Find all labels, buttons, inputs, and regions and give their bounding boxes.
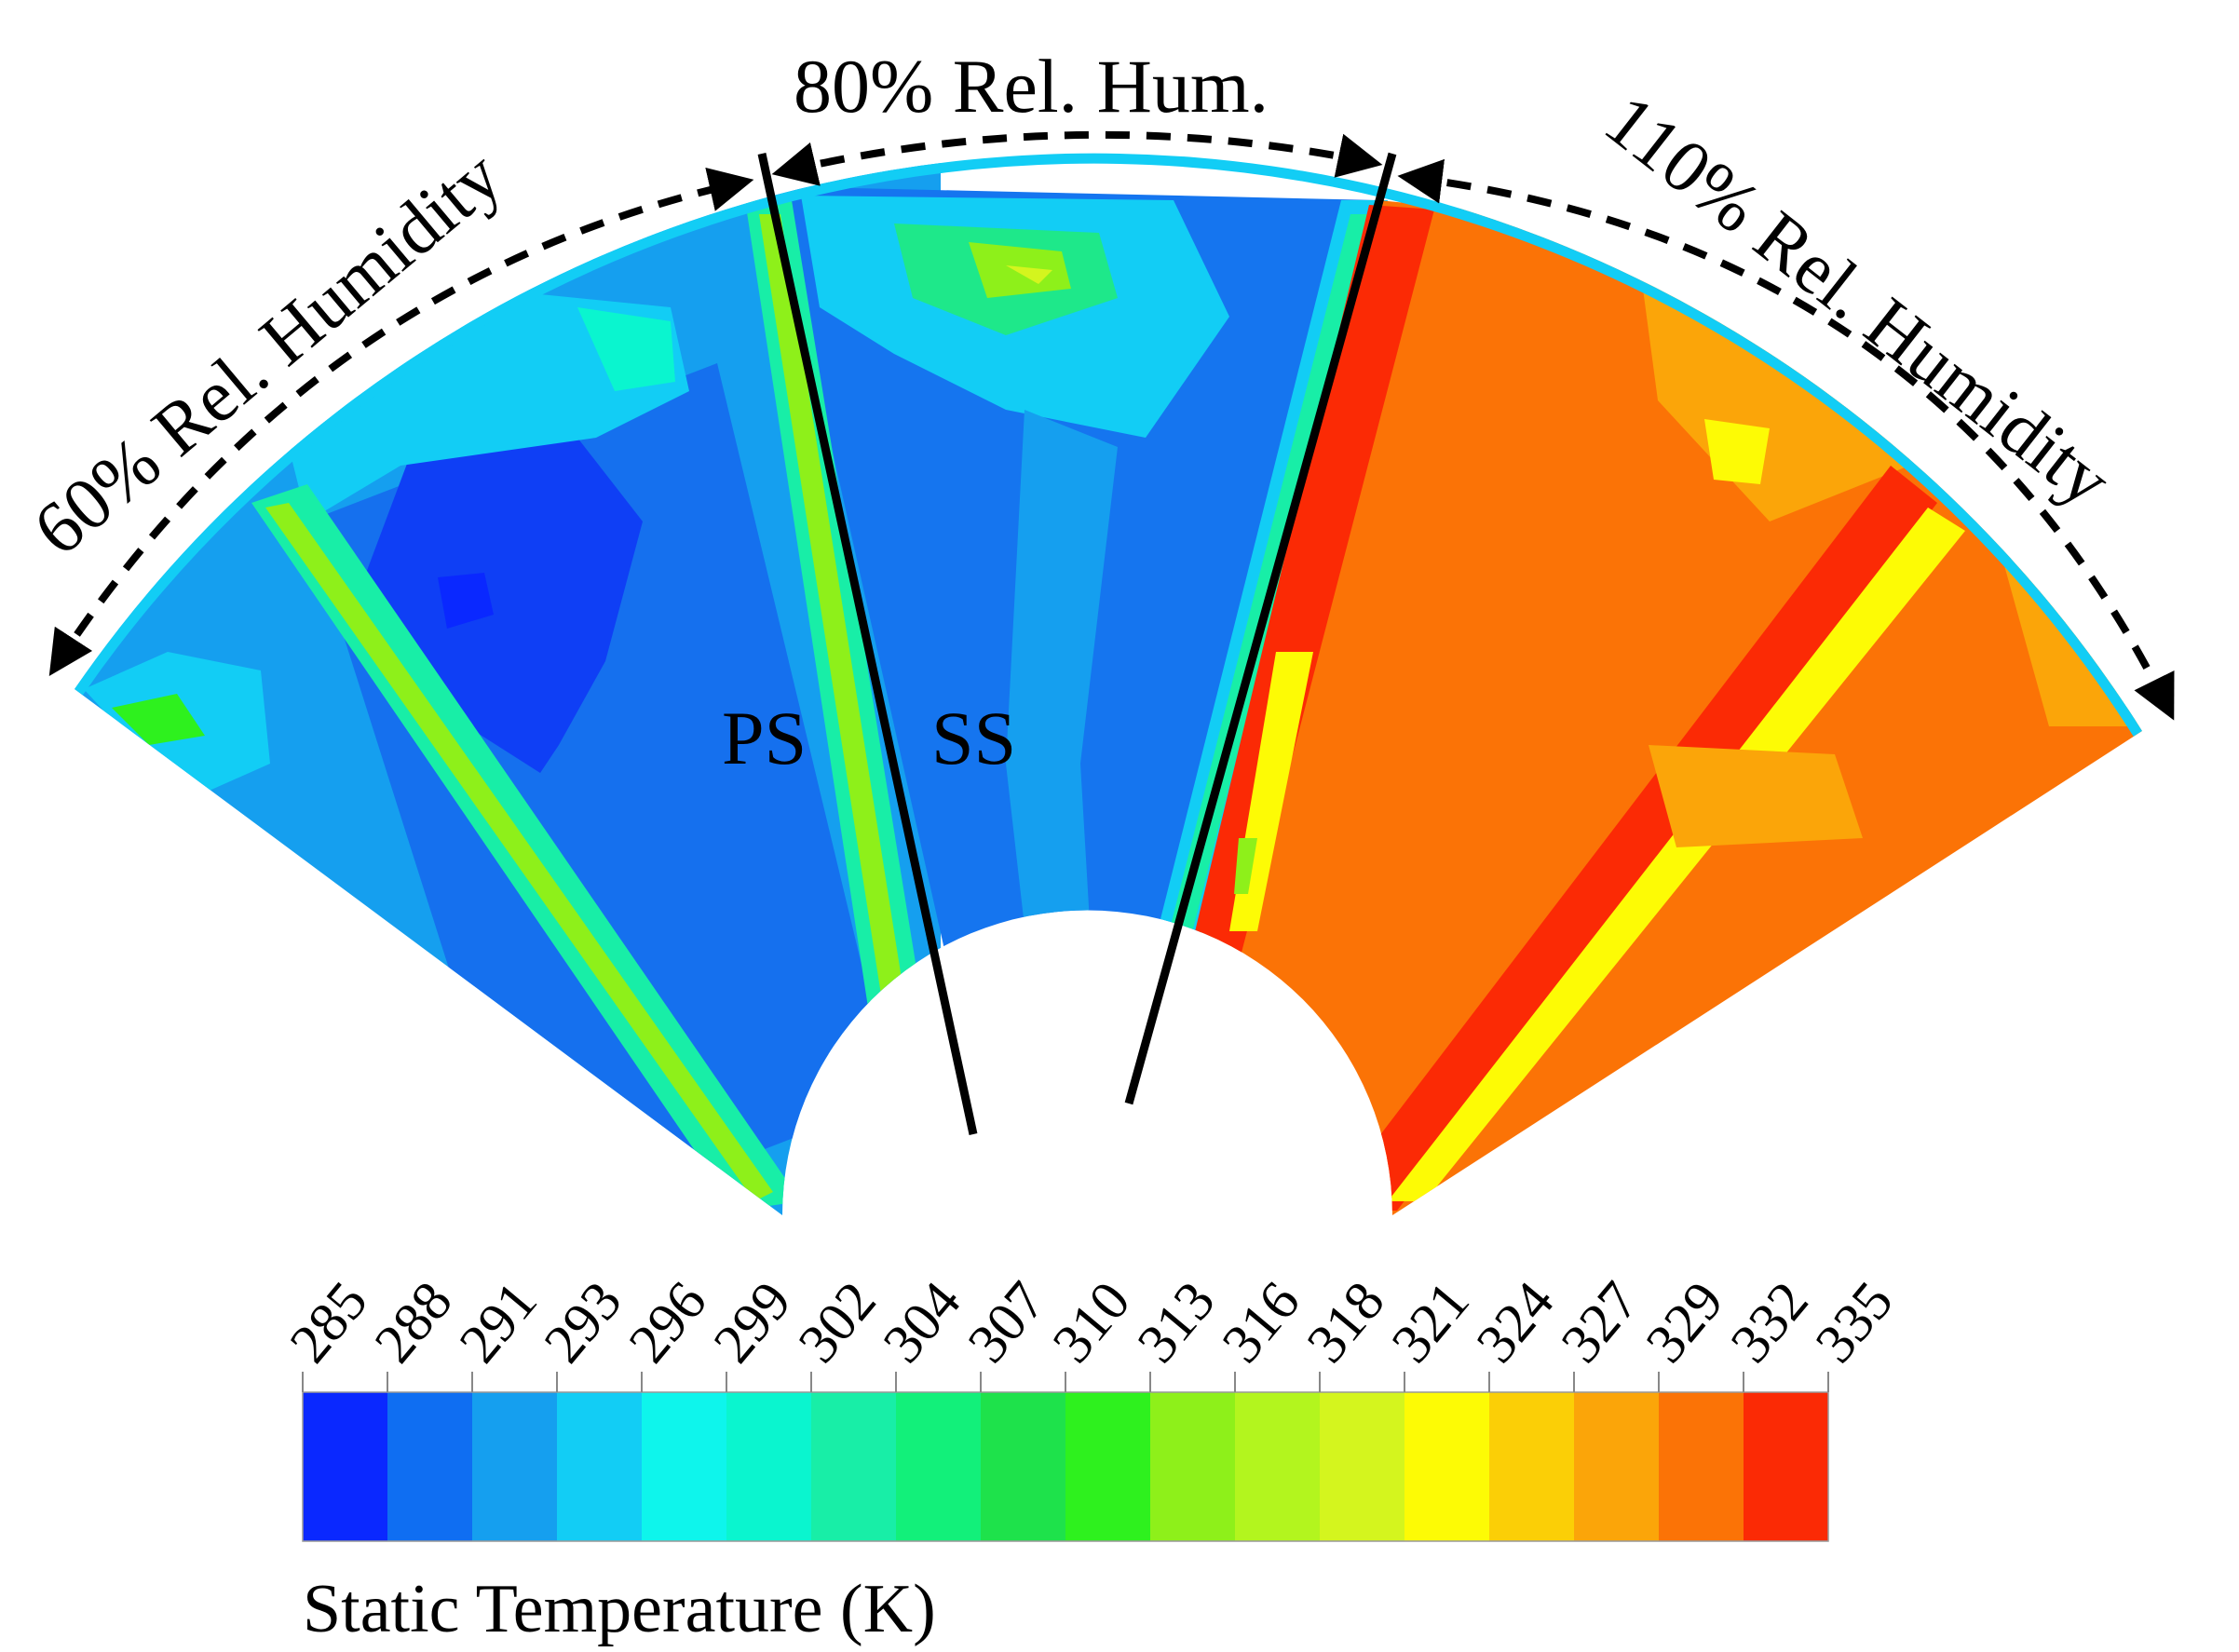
colorbar-tick-label: 304 (871, 1270, 971, 1374)
colorbar-tick-label: 329 (1634, 1270, 1734, 1374)
colorbar-segment (472, 1392, 558, 1541)
colorbar-segment (896, 1392, 982, 1541)
colorbar-segment (981, 1392, 1066, 1541)
colorbar-tick-label: 321 (1379, 1270, 1480, 1374)
colorbar-segment (303, 1392, 388, 1541)
left-wake-core (265, 503, 773, 1201)
colorbar-tick-label: 296 (617, 1270, 717, 1374)
colorbar-segment (1744, 1392, 1829, 1541)
colorbar-tick-label: 307 (956, 1270, 1056, 1374)
colorbar (302, 1391, 1829, 1542)
blade-line-left (757, 153, 978, 1135)
colorbar-segment (726, 1392, 812, 1541)
middle-top-hottest (1006, 265, 1052, 284)
colorbar-segment (1489, 1392, 1575, 1541)
colorbar-title: Static Temperature (K) (303, 1571, 936, 1647)
colorbar-segment (557, 1392, 643, 1541)
arrow-right-region (1397, 158, 2175, 721)
colorbar-segment (1404, 1392, 1490, 1541)
colorbar-segment (1659, 1392, 1744, 1541)
colorbar-tick-label: 335 (1803, 1270, 1904, 1374)
colorbar-tick-label: 332 (1718, 1270, 1819, 1374)
colorbar-tick-label: 285 (278, 1270, 378, 1374)
right-rim-yellow (1704, 419, 1770, 484)
right-lower-patch (1649, 745, 1863, 847)
colorbar-tick-label: 313 (1125, 1270, 1226, 1374)
colorbar-tick-label: 302 (786, 1270, 887, 1374)
ps-wall-core (759, 214, 922, 1108)
right-edge-green (1234, 838, 1257, 894)
colorbar-ticks: 2852882912932962993023043073103133163183… (278, 1270, 1905, 1392)
colorbar-segment (1150, 1392, 1236, 1541)
colorbar-tick-label: 324 (1464, 1270, 1565, 1374)
label-suction-side: SS (931, 696, 1016, 780)
blade-line-right (1124, 152, 1397, 1105)
colorbar-tick-label: 318 (1295, 1270, 1395, 1374)
colorbar-segment (1065, 1392, 1151, 1541)
left-corner-hot (112, 694, 205, 745)
colorbar-tick-label: 299 (701, 1270, 802, 1374)
colorbar-tick-label: 291 (447, 1270, 548, 1374)
colorbar-tick-label: 288 (362, 1270, 463, 1374)
colorbar-tick-label: 327 (1549, 1270, 1649, 1374)
colorbar-segment (811, 1392, 897, 1541)
arrow-left-region (48, 167, 754, 677)
colorbar-segment (387, 1392, 473, 1541)
colorbar-tick-label: 316 (1210, 1270, 1310, 1374)
colorbar-segment (1235, 1392, 1321, 1541)
colorbar-segment (1320, 1392, 1405, 1541)
colorbar-tick-label: 310 (1040, 1270, 1141, 1374)
label-pressure-side: PS (722, 696, 807, 780)
label-middle-region: 80% Rel. Hum. (794, 44, 1269, 129)
arrow-middle-region (771, 130, 1383, 186)
colorbar-segment (642, 1392, 727, 1541)
colorbar-segment (1574, 1392, 1660, 1541)
colorbar-tick-label: 293 (532, 1270, 632, 1374)
